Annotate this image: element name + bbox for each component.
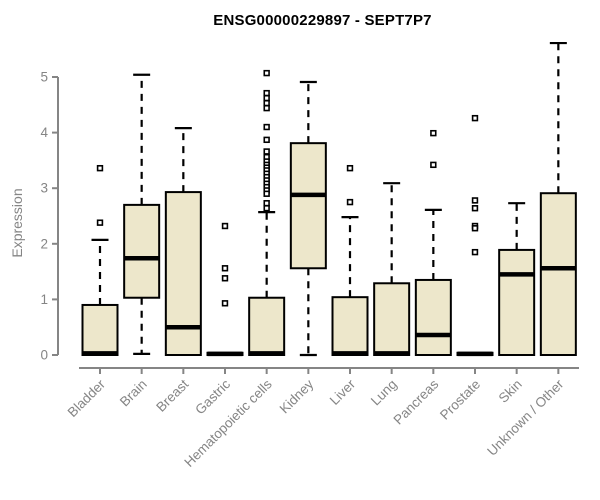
outlier-point [221,275,229,282]
outlier-point [471,205,479,212]
outlier-point [430,129,437,137]
y-tick-label: 3 [40,181,48,196]
outlier-point [346,164,354,172]
box-skin [498,202,536,356]
outlier-point [263,104,270,112]
outlier-point [430,161,437,169]
chart-title: ENSG00000229897 - SEPT7P7 [213,12,432,29]
y-tick-label: 2 [40,236,48,251]
iqr-box [248,296,286,356]
iqr-box [164,191,202,356]
x-tick-label-kidney: Kidney [277,376,317,416]
iqr-box [373,282,411,356]
box-brain [123,73,161,355]
outlier-point [96,219,104,226]
x-tick-label-unknown-other: Unknown / Other [484,376,567,459]
outlier-point [263,200,270,207]
x-tick-label-skin: Skin [496,377,525,406]
outlier-point [263,94,270,102]
box-lung [373,182,411,356]
outlier-point [471,197,479,204]
outlier-point [221,265,229,272]
x-tick-label-pancreas: Pancreas [391,376,442,427]
x-tick-label-gastric: Gastric [192,376,233,417]
box-gastric [206,222,244,357]
iqr-box [539,192,577,356]
y-tick-label: 4 [40,125,48,140]
outlier-point [263,148,270,155]
outlier-point [471,225,479,232]
outlier-point [263,136,270,144]
iqr-box [123,203,161,299]
y-tick-label: 5 [40,70,48,85]
outlier-point [263,205,270,212]
x-tick-label-breast: Breast [153,376,191,414]
box-kidney [289,80,327,357]
iqr-box [81,303,119,356]
x-tick-label-bladder: Bladder [65,376,109,420]
outlier-point [346,198,354,206]
box-bladder [81,164,119,356]
y-tick-label: 0 [40,348,48,363]
outlier-point [96,164,104,172]
iqr-box [498,248,536,356]
x-tick-label-lung: Lung [368,377,400,409]
box-pancreas [414,129,452,356]
iqr-box [331,296,369,356]
box-unknown-other [539,41,577,356]
x-tick-label-brain: Brain [117,377,150,410]
iqr-box [289,142,327,270]
y-tick-label: 1 [40,292,48,307]
outlier-point [221,300,229,307]
outlier-point [263,190,270,197]
outlier-point [263,123,270,131]
box-hematopoietic-cells [248,69,286,356]
box-breast [164,127,202,356]
outlier-point [263,99,270,107]
outlier-point [263,69,270,77]
x-tick-label-liver: Liver [327,376,359,408]
box-prostate [456,114,494,357]
outlier-point [221,222,229,230]
outlier-point [263,89,270,97]
iqr-box [414,278,452,356]
x-tick-label-prostate: Prostate [437,377,483,423]
box-liver [331,164,369,356]
outlier-point [471,114,479,122]
outlier-point [471,248,479,256]
